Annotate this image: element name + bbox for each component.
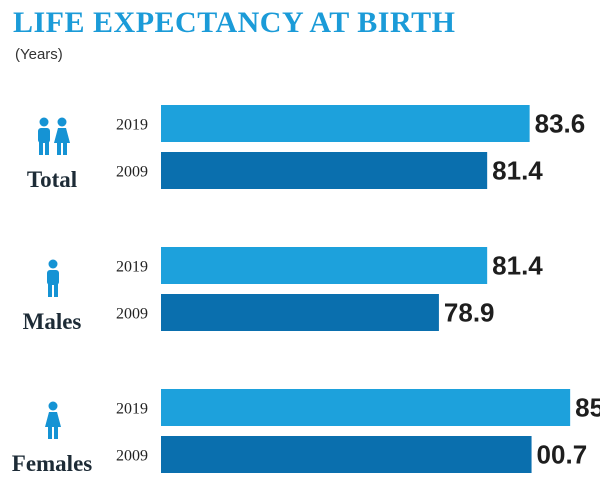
bar-males-2009 [161,294,439,331]
value-label-females-2019: 85.7 [575,393,600,423]
value-label-males-2009: 78.9 [444,298,495,328]
value-label-total-2009: 81.4 [492,156,543,186]
chart-subtitle: (Years) [15,46,63,63]
chart-title: LIFE EXPECTANCY AT BIRTH [13,6,456,39]
category-label-males: Males [23,309,82,334]
year-label-total-2009: 2009 [116,164,148,181]
bar-total-2019 [161,105,530,142]
value-label-total-2019: 83.6 [535,109,586,139]
value-label-males-2019: 81.4 [492,251,543,281]
couple-icon-male [38,117,50,155]
year-label-total-2019: 2019 [116,117,148,134]
year-label-males-2009: 2009 [116,306,148,323]
male-icon [47,259,59,297]
bar-males-2019 [161,247,488,284]
value-label-females-2009: 00.7 [537,440,588,470]
year-label-males-2019: 2019 [116,259,148,276]
year-label-females-2009: 2009 [116,448,148,465]
bar-total-2009 [161,152,488,189]
couple-icon-female [54,117,70,155]
bar-females-2009 [161,436,532,473]
category-label-females: Females [12,451,93,476]
bar-females-2019 [161,389,571,426]
year-label-females-2019: 2019 [116,401,148,418]
female-icon [45,401,61,439]
category-label-total: Total [27,167,77,192]
